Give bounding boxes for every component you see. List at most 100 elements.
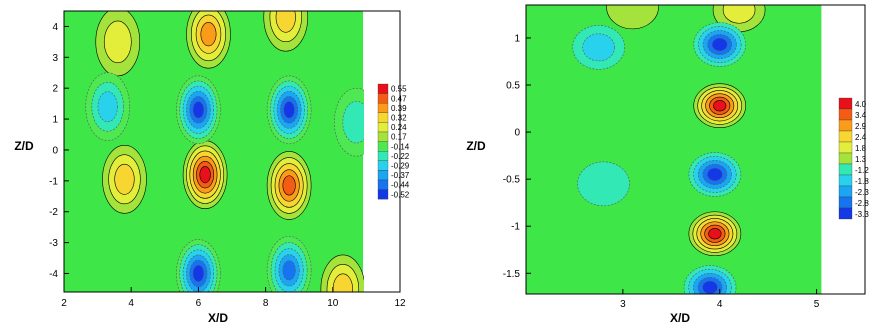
contour-feature-7 xyxy=(572,25,625,70)
legend-swatch xyxy=(838,185,853,198)
y-tick-label: -1 xyxy=(49,176,58,187)
contour-feature-11 xyxy=(266,236,312,292)
legend-label: 0.55 xyxy=(391,85,407,94)
contour-level xyxy=(283,101,295,119)
legend-swatch xyxy=(838,207,853,220)
y-tick-label: 1 xyxy=(52,115,58,126)
legend-swatch xyxy=(377,83,389,94)
legend-label: -0.14 xyxy=(391,142,410,151)
legend-swatch xyxy=(838,196,853,209)
legend-swatch xyxy=(377,151,389,161)
contour-feature-3 xyxy=(606,5,659,30)
legend-label: -3.3 xyxy=(855,210,869,219)
legend-swatch xyxy=(377,179,389,190)
contour-feature-2 xyxy=(102,144,147,214)
contour-feature-5 xyxy=(688,152,742,197)
contour-level xyxy=(282,175,296,196)
contour-feature-0 xyxy=(693,83,747,129)
contour-feature-8 xyxy=(577,161,630,207)
y-tick-label: -0.5 xyxy=(503,175,521,186)
contour-level xyxy=(707,167,723,182)
legend-label: -0.22 xyxy=(391,152,410,161)
contour-feature-8 xyxy=(266,75,312,145)
legend-swatch xyxy=(838,174,853,187)
field-background xyxy=(526,5,822,294)
legend-label: -0.29 xyxy=(391,161,410,170)
contour-feature-12 xyxy=(334,87,364,157)
contour-feature-7 xyxy=(176,75,221,145)
legend-label: 4.0 xyxy=(855,100,867,109)
legend-label: -0.52 xyxy=(391,190,410,199)
y-tick-label: 4 xyxy=(52,22,58,33)
legend-label: 1.3 xyxy=(855,155,867,164)
legend-swatch xyxy=(377,170,389,181)
contour-level xyxy=(342,100,364,144)
legend-label: 0.47 xyxy=(391,94,407,103)
y-tick-label: 0 xyxy=(52,145,58,156)
y-tick-label: 0.5 xyxy=(506,81,520,92)
contour-feature-9 xyxy=(85,72,130,142)
contour-level xyxy=(97,91,118,123)
legend-label: -2.8 xyxy=(855,199,869,208)
legend-swatch xyxy=(377,160,389,171)
legend-label: 0.32 xyxy=(391,113,407,122)
contour-level xyxy=(192,264,205,283)
legend-label: -0.37 xyxy=(391,171,410,180)
contour-field-left xyxy=(64,11,364,292)
y-axis-left: -4 -3 -2 -1 0 1 2 3 4 xyxy=(49,22,69,280)
y-tick-label: -4 xyxy=(49,269,58,280)
contour-level xyxy=(577,161,630,207)
x-tick-label: 3 xyxy=(620,299,626,310)
legend-label: 3.4 xyxy=(855,111,867,120)
y-tick-label: 2 xyxy=(52,84,58,95)
contour-level xyxy=(192,101,205,119)
contour-level xyxy=(711,37,728,52)
x-tick-label: 2 xyxy=(61,298,67,309)
y-tick-label: -1 xyxy=(511,222,520,233)
y-tick-label: 1 xyxy=(514,33,520,44)
contour-level xyxy=(582,33,615,62)
contour-feature-1 xyxy=(688,211,742,257)
legend-label: 2.9 xyxy=(855,122,867,131)
plot-frame-left xyxy=(63,10,401,293)
contour-feature-1 xyxy=(266,151,312,220)
y-axis-label-left: Z/D xyxy=(14,139,34,153)
x-tick-label: 6 xyxy=(196,298,202,309)
legend-swatch xyxy=(838,141,853,154)
y-axis-right: -1.5 -1 -0.5 0 0.5 1 xyxy=(503,33,531,280)
legend-swatch xyxy=(377,103,389,113)
legend-swatch xyxy=(377,141,389,152)
contour-level xyxy=(103,20,132,64)
contour-level xyxy=(282,260,296,281)
legend-swatch xyxy=(377,189,389,200)
chart-panel-right: 3 4 5 -1.5 -1 -0.5 0 0.5 1 X/D Z/D 4.0 3.4 2.9 2.4… xyxy=(466,4,869,325)
x-tick-label: 10 xyxy=(327,298,339,309)
y-tick-label: -3 xyxy=(49,238,58,249)
legend-label: -1.2 xyxy=(855,166,869,175)
legend-label: -1.8 xyxy=(855,177,869,186)
legend-swatch xyxy=(838,130,853,143)
contour-field-right xyxy=(526,5,822,294)
y-tick-label: 3 xyxy=(52,53,58,64)
x-axis-label-left: X/D xyxy=(208,311,228,325)
x-tick-label: 4 xyxy=(717,299,723,310)
contour-feature-10 xyxy=(176,239,221,292)
legend-label: 0.17 xyxy=(391,133,407,142)
contour-feature-6 xyxy=(320,254,364,292)
legend-swatch xyxy=(377,112,389,123)
legend-label: 0.24 xyxy=(391,123,407,132)
legend-swatch xyxy=(838,97,853,110)
legend-swatch xyxy=(377,131,389,142)
contour-feature-6 xyxy=(683,265,737,294)
contour-feature-0 xyxy=(182,140,228,209)
legend-right: 4.0 3.4 2.9 2.4 1.8 1.3 -1.2 -1.8 -2.3 -2.8 -3.3 xyxy=(838,97,869,220)
legend-swatch xyxy=(838,152,853,165)
legend-swatch xyxy=(377,93,389,104)
contour-level xyxy=(708,228,722,240)
x-tick-label: 4 xyxy=(128,298,134,309)
x-tick-label: 5 xyxy=(814,299,820,310)
contour-level xyxy=(606,5,659,30)
